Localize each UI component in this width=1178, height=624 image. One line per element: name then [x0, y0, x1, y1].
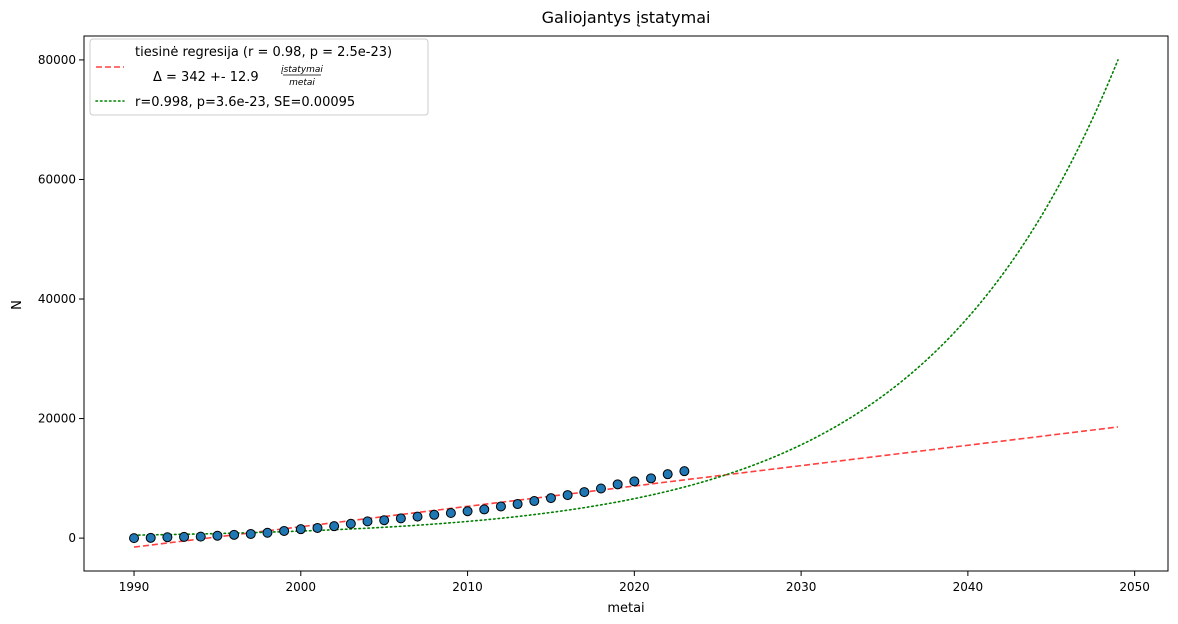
data-point — [129, 533, 140, 544]
data-point — [179, 531, 190, 542]
data-point — [162, 532, 173, 543]
data-point — [529, 496, 540, 507]
data-point — [229, 529, 240, 540]
data-point — [412, 511, 423, 522]
y-axis-label: N — [10, 300, 25, 310]
x-tick-label: 2030 — [786, 580, 817, 594]
data-point — [495, 501, 506, 512]
data-point — [345, 518, 356, 529]
data-point — [195, 531, 206, 542]
data-point — [562, 490, 573, 501]
data-point — [312, 522, 323, 533]
x-tick-label: 2000 — [286, 580, 317, 594]
data-point — [512, 499, 523, 510]
legend: tiesinė regresija (r = 0.98, p = 2.5e-23… — [89, 38, 429, 116]
data-point — [395, 513, 406, 524]
data-point — [662, 469, 673, 480]
x-tick-label: 2040 — [953, 580, 984, 594]
data-point — [545, 493, 556, 504]
legend-box — [89, 38, 429, 116]
y-tick-label: 40000 — [38, 292, 76, 306]
legend-linear-slope: Δ = 342 +- 12.9 — [153, 70, 259, 85]
data-point — [329, 521, 340, 532]
legend-linear-label: tiesinė regresija (r = 0.98, p = 2.5e-23… — [135, 45, 392, 60]
data-point — [595, 483, 606, 494]
axes-frame — [83, 35, 1169, 572]
data-point — [212, 530, 223, 541]
data-point — [362, 516, 373, 527]
y-tick-label: 20000 — [38, 412, 76, 426]
x-tick-label: 2050 — [1119, 580, 1150, 594]
data-point — [295, 524, 306, 535]
data-point — [262, 527, 273, 538]
legend-unit-denominator: metai — [289, 78, 315, 88]
data-point — [629, 476, 640, 487]
data-point — [479, 504, 490, 515]
data-point — [445, 508, 456, 519]
chart-title: Galiojantys įstatymai — [542, 8, 711, 27]
data-point — [145, 532, 156, 543]
plot-area: 1990 2000 2010 2020 2030 2040 2050 0 20000 40000 6… — [38, 35, 1169, 594]
data-point — [579, 487, 590, 498]
data-point — [245, 528, 256, 539]
data-point — [429, 509, 440, 520]
data-point — [279, 525, 290, 536]
data-point — [679, 466, 690, 477]
y-tick-label: 0 — [68, 531, 76, 545]
x-tick-label: 2020 — [619, 580, 650, 594]
data-point — [379, 515, 390, 526]
x-tick-label: 2010 — [452, 580, 483, 594]
y-tick-label: 60000 — [38, 172, 76, 186]
legend-exp-label: r=0.998, p=3.6e-23, SE=0.00095 — [135, 95, 355, 110]
data-point — [612, 479, 623, 490]
legend-unit-numerator: įstatymai — [280, 65, 323, 75]
data-point — [462, 506, 473, 517]
x-axis-label: metai — [607, 601, 644, 616]
y-tick-label: 80000 — [38, 53, 76, 67]
data-point — [646, 473, 657, 484]
x-tick-label: 1990 — [119, 580, 150, 594]
